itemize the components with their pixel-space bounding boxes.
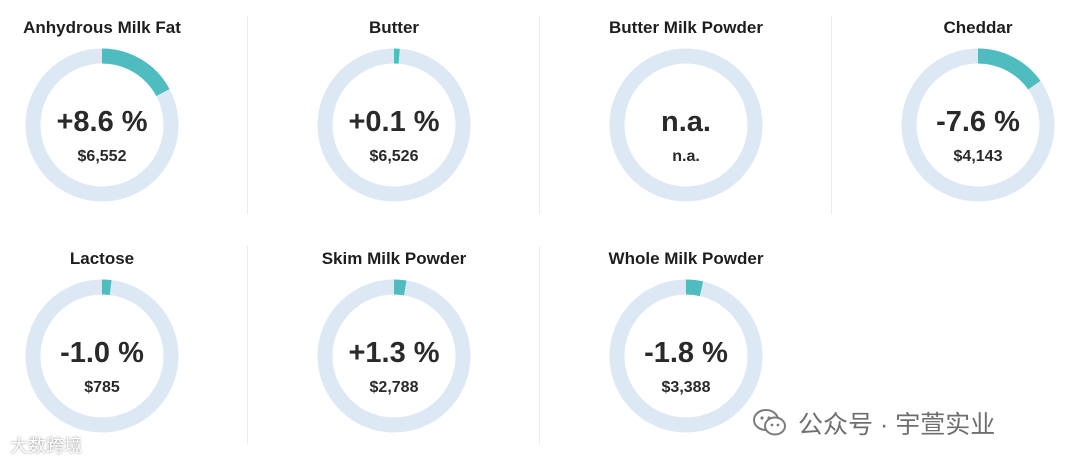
- donut-chart: [317, 48, 471, 202]
- change-percent-label: +0.1 %: [348, 106, 440, 138]
- donut-chart: [25, 279, 179, 433]
- donut-value-arc: [317, 48, 471, 202]
- change-percent-label: +1.3 %: [348, 337, 440, 369]
- card-title: Butter: [368, 18, 420, 37]
- price-label: $4,143: [953, 148, 1003, 165]
- divider: [539, 246, 540, 444]
- donut-value-arc: [317, 279, 471, 433]
- commodity-card-butter: Butter +0.1 % $6,526: [292, 0, 532, 220]
- change-percent-label: -7.6 %: [936, 106, 1020, 138]
- commodity-card-butter-milk-powder: Butter Milk Powder n.a. n.a.: [584, 0, 824, 220]
- price-label: $3,388: [661, 379, 711, 396]
- divider: [539, 16, 540, 214]
- commodity-card-anhydrous-milk-fat: Anhydrous Milk Fat +8.6 % $6,552: [0, 0, 240, 220]
- donut-value-arc: [25, 48, 179, 202]
- card-title: Whole Milk Powder: [608, 249, 764, 268]
- commodity-card-cheddar: Cheddar -7.6 % $4,143: [876, 0, 1080, 220]
- price-label: n.a.: [672, 148, 700, 165]
- commodity-card-skim-milk-powder: Skim Milk Powder +1.3 % $2,788: [292, 231, 532, 451]
- watermark-left: 大数跨境: [10, 436, 82, 456]
- price-label: $6,552: [77, 148, 127, 165]
- change-percent-label: +8.6 %: [56, 106, 148, 138]
- change-percent-label: -1.8 %: [644, 337, 728, 369]
- card-title: Cheddar: [943, 18, 1013, 37]
- donut-value-arc: [901, 48, 1055, 202]
- card-title: Lactose: [69, 249, 135, 268]
- donut-chart: [317, 279, 471, 433]
- card-title: Butter Milk Powder: [609, 18, 763, 37]
- donut-chart: [25, 48, 179, 202]
- watermark-right: 公众号 · 宇萱实业: [752, 405, 995, 441]
- commodity-card-whole-milk-powder: Whole Milk Powder -1.8 % $3,388: [584, 231, 824, 451]
- price-label: $785: [84, 379, 120, 396]
- price-label: $2,788: [369, 379, 419, 396]
- wechat-icon: [753, 409, 786, 436]
- donut-chart: [609, 279, 763, 433]
- card-title: Anhydrous Milk Fat: [23, 18, 181, 37]
- divider: [831, 16, 832, 214]
- change-percent-label: -1.0 %: [60, 337, 144, 369]
- price-label: $6,526: [369, 148, 419, 165]
- donut-value-arc: [609, 279, 763, 433]
- donut-chart: [609, 48, 763, 202]
- commodity-card-lactose: Lactose -1.0 % $785: [0, 231, 240, 451]
- donut-track: [609, 48, 763, 202]
- donut-chart: [901, 48, 1055, 202]
- divider: [247, 16, 248, 214]
- donut-value-arc: [25, 279, 179, 433]
- card-title: Skim Milk Powder: [321, 249, 467, 268]
- divider: [247, 246, 248, 444]
- watermark-right-text: 公众号 · 宇萱实业: [798, 411, 996, 439]
- change-percent-label: n.a.: [661, 106, 711, 138]
